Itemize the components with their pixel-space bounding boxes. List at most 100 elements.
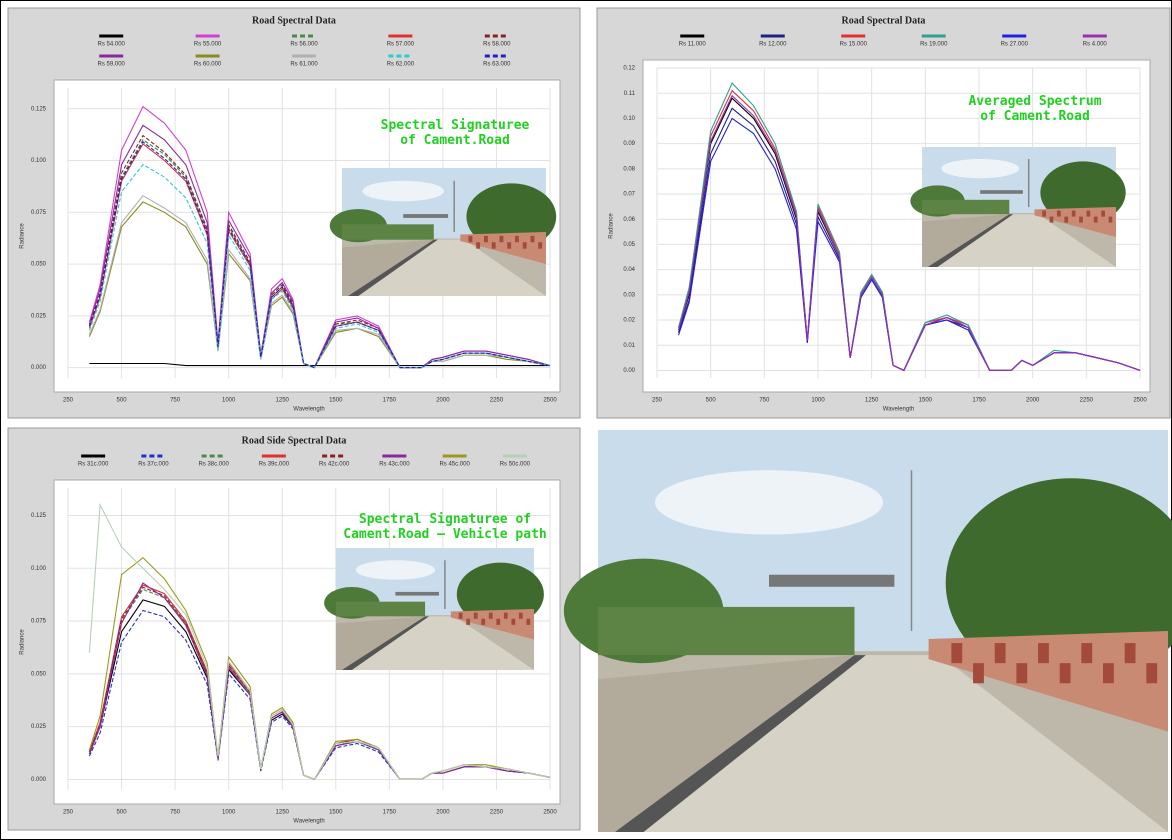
photo-gantry [403,214,448,218]
chart-title: Road Side Spectral Data [242,435,347,446]
photo-parapet-check [511,619,515,625]
y-tick-label: 0.10 [623,116,635,122]
photo-parapet-check [1103,663,1114,683]
photo-gantry [980,190,1023,194]
y-tick-label: 0.075 [31,619,47,625]
x-tick-label: 500 [117,398,128,404]
x-tick-label: 2000 [436,810,450,816]
legend-label: Rs 58.000 [483,42,511,48]
y-tick-label: 0.04 [623,267,635,273]
photo-parapet-check [476,242,480,248]
annotation: Spectral Signaturee of Cament.Road [370,118,540,148]
legend-label: Rs 56.000 [290,42,318,48]
photo-parapet-check [519,613,523,619]
legend-label: Rs 4.000 [1083,42,1108,48]
y-tick-label: 0.02 [623,318,635,324]
photo-parapet-check [1101,211,1105,217]
y-tick-label: 0.100 [31,566,47,572]
x-tick-label: 250 [63,810,74,816]
x-tick-label: 750 [170,398,181,404]
photo-parapet-check [523,242,527,248]
figure-canvas: Road Spectral DataRs 54.000Rs 55.000Rs 5… [0,0,1172,840]
y-tick-label: 0.100 [31,158,47,164]
x-tick-label: 1000 [811,398,825,404]
y-tick-label: 0.050 [31,671,47,677]
legend-label: Rs 59.000 [98,62,126,68]
legend-label: Rs 11.000 [679,42,707,48]
y-tick-label: 0.050 [31,262,47,268]
figure: Road Spectral DataRs 54.000Rs 55.000Rs 5… [0,0,1172,840]
y-tick-label: 0.07 [623,192,635,198]
x-tick-label: 1250 [276,398,290,404]
photo-trees-row [598,607,855,655]
x-tick-label: 1250 [276,810,290,816]
y-tick-label: 0.06 [623,217,635,223]
y-tick-label: 0.000 [31,777,47,783]
photo-cloud [362,181,444,201]
photo-parapet-check [1094,217,1098,223]
photo-parapet-check [1109,217,1113,223]
x-tick-label: 1000 [222,810,236,816]
y-tick-label: 0.11 [624,91,636,97]
photo-parapet-check [466,619,470,625]
y-tick-label: 0.125 [31,513,47,519]
photo-parapet-check [973,663,984,683]
legend-label: Rs 38c.000 [198,462,229,468]
y-tick-label: 0.025 [31,313,47,319]
y-tick-label: 0.01 [623,343,635,349]
photo-parapet-check [1016,663,1027,683]
legend-label: Rs 12.000 [759,42,787,48]
x-tick-label: 2000 [436,398,450,404]
photo-parapet-check [1125,643,1136,663]
x-tick-label: 500 [117,810,128,816]
x-tick-label: 1000 [222,398,236,404]
photo-parapet-check [496,619,500,625]
y-axis-label: Radiance [609,213,615,239]
photo-gantry [769,575,894,587]
legend-label: Rs 63.000 [483,62,511,68]
photo-parapet-check [1079,217,1083,223]
photo-cloud [356,560,435,580]
legend-label: Rs 19.000 [920,42,948,48]
photo [910,147,1125,267]
photo-parapet-check [1042,211,1046,217]
y-tick-label: 0.000 [31,365,47,371]
photo-trees-row [342,224,434,239]
y-tick-label: 0.075 [31,210,47,216]
photo-parapet-check [1050,217,1054,223]
photo-cloud [941,159,1019,178]
legend-label: Rs 37c.000 [138,462,169,468]
photo-parapet-check [1087,211,1091,217]
x-tick-label: 1500 [329,398,343,404]
photo-parapet-check [499,236,503,242]
x-tick-label: 750 [170,810,181,816]
y-tick-label: 0.08 [623,166,635,172]
photo-parapet-check [459,613,463,619]
x-tick-label: 2000 [1026,398,1040,404]
x-tick-label: 1750 [383,398,397,404]
photo-parapet-check [507,242,511,248]
photo-parapet-check [530,236,534,242]
y-tick-label: 0.125 [31,106,47,112]
x-tick-label: 1500 [329,810,343,816]
y-tick-label: 0.12 [623,66,635,72]
chart-title: Road Spectral Data [842,15,926,26]
x-tick-label: 2250 [1080,398,1094,404]
legend-label: Rs 43c.000 [379,462,410,468]
x-axis-label: Wavelength [883,407,914,413]
legend-label: Rs 60.000 [194,62,222,68]
y-axis-label: Radiance [20,629,26,655]
photo [330,168,556,296]
legend-label: Rs 50c.000 [500,462,531,468]
y-tick-label: 0.09 [623,141,635,147]
x-tick-label: 2500 [543,398,557,404]
legend-label: Rs 39c.000 [259,462,290,468]
legend-label: Rs 54.000 [98,42,126,48]
chart-title: Road Spectral Data [252,15,336,26]
annotation: Averaged Spectrum of Cament.Road [960,94,1110,124]
photo [324,548,544,670]
legend-label: Rs 57.000 [387,42,415,48]
legend-label: Rs 45c.000 [439,462,470,468]
x-tick-label: 2500 [543,810,557,816]
photo-parapet-check [481,619,485,625]
